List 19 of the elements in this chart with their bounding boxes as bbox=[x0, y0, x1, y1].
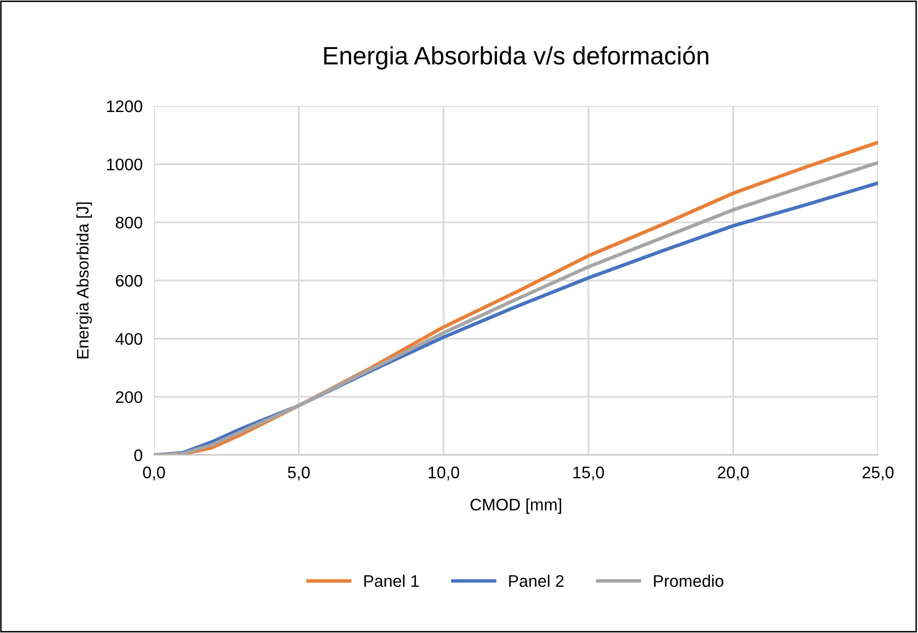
y-tick-label: 0 bbox=[134, 449, 142, 462]
y-tick-label: 1000 bbox=[107, 158, 142, 170]
x-tick-label: 15,0 bbox=[573, 466, 604, 480]
x-tick-label: 5,0 bbox=[288, 466, 310, 480]
chart-title: Energia Absorbida v/s deformación bbox=[324, 46, 708, 70]
x-tick-label: 0,0 bbox=[143, 466, 165, 480]
y-tick-label: 1200 bbox=[107, 100, 142, 112]
legend-label: Panel 1 bbox=[364, 574, 419, 587]
x-tick-label: 10,0 bbox=[428, 466, 460, 480]
y-tick-label: 800 bbox=[116, 216, 142, 229]
x-tick-label: 25,0 bbox=[862, 466, 894, 480]
legend-label: Panel 2 bbox=[509, 574, 564, 587]
legend-label: Promedio bbox=[654, 574, 724, 587]
y-tick-label: 600 bbox=[116, 274, 142, 287]
y-tick-label: 400 bbox=[115, 333, 142, 345]
y-tick-label: 200 bbox=[116, 391, 142, 404]
y-axis-title: Energia Absorbida [J] bbox=[76, 202, 92, 358]
x-tick-label: 20,0 bbox=[718, 466, 749, 480]
x-axis-title: CMOD [mm] bbox=[470, 498, 562, 514]
